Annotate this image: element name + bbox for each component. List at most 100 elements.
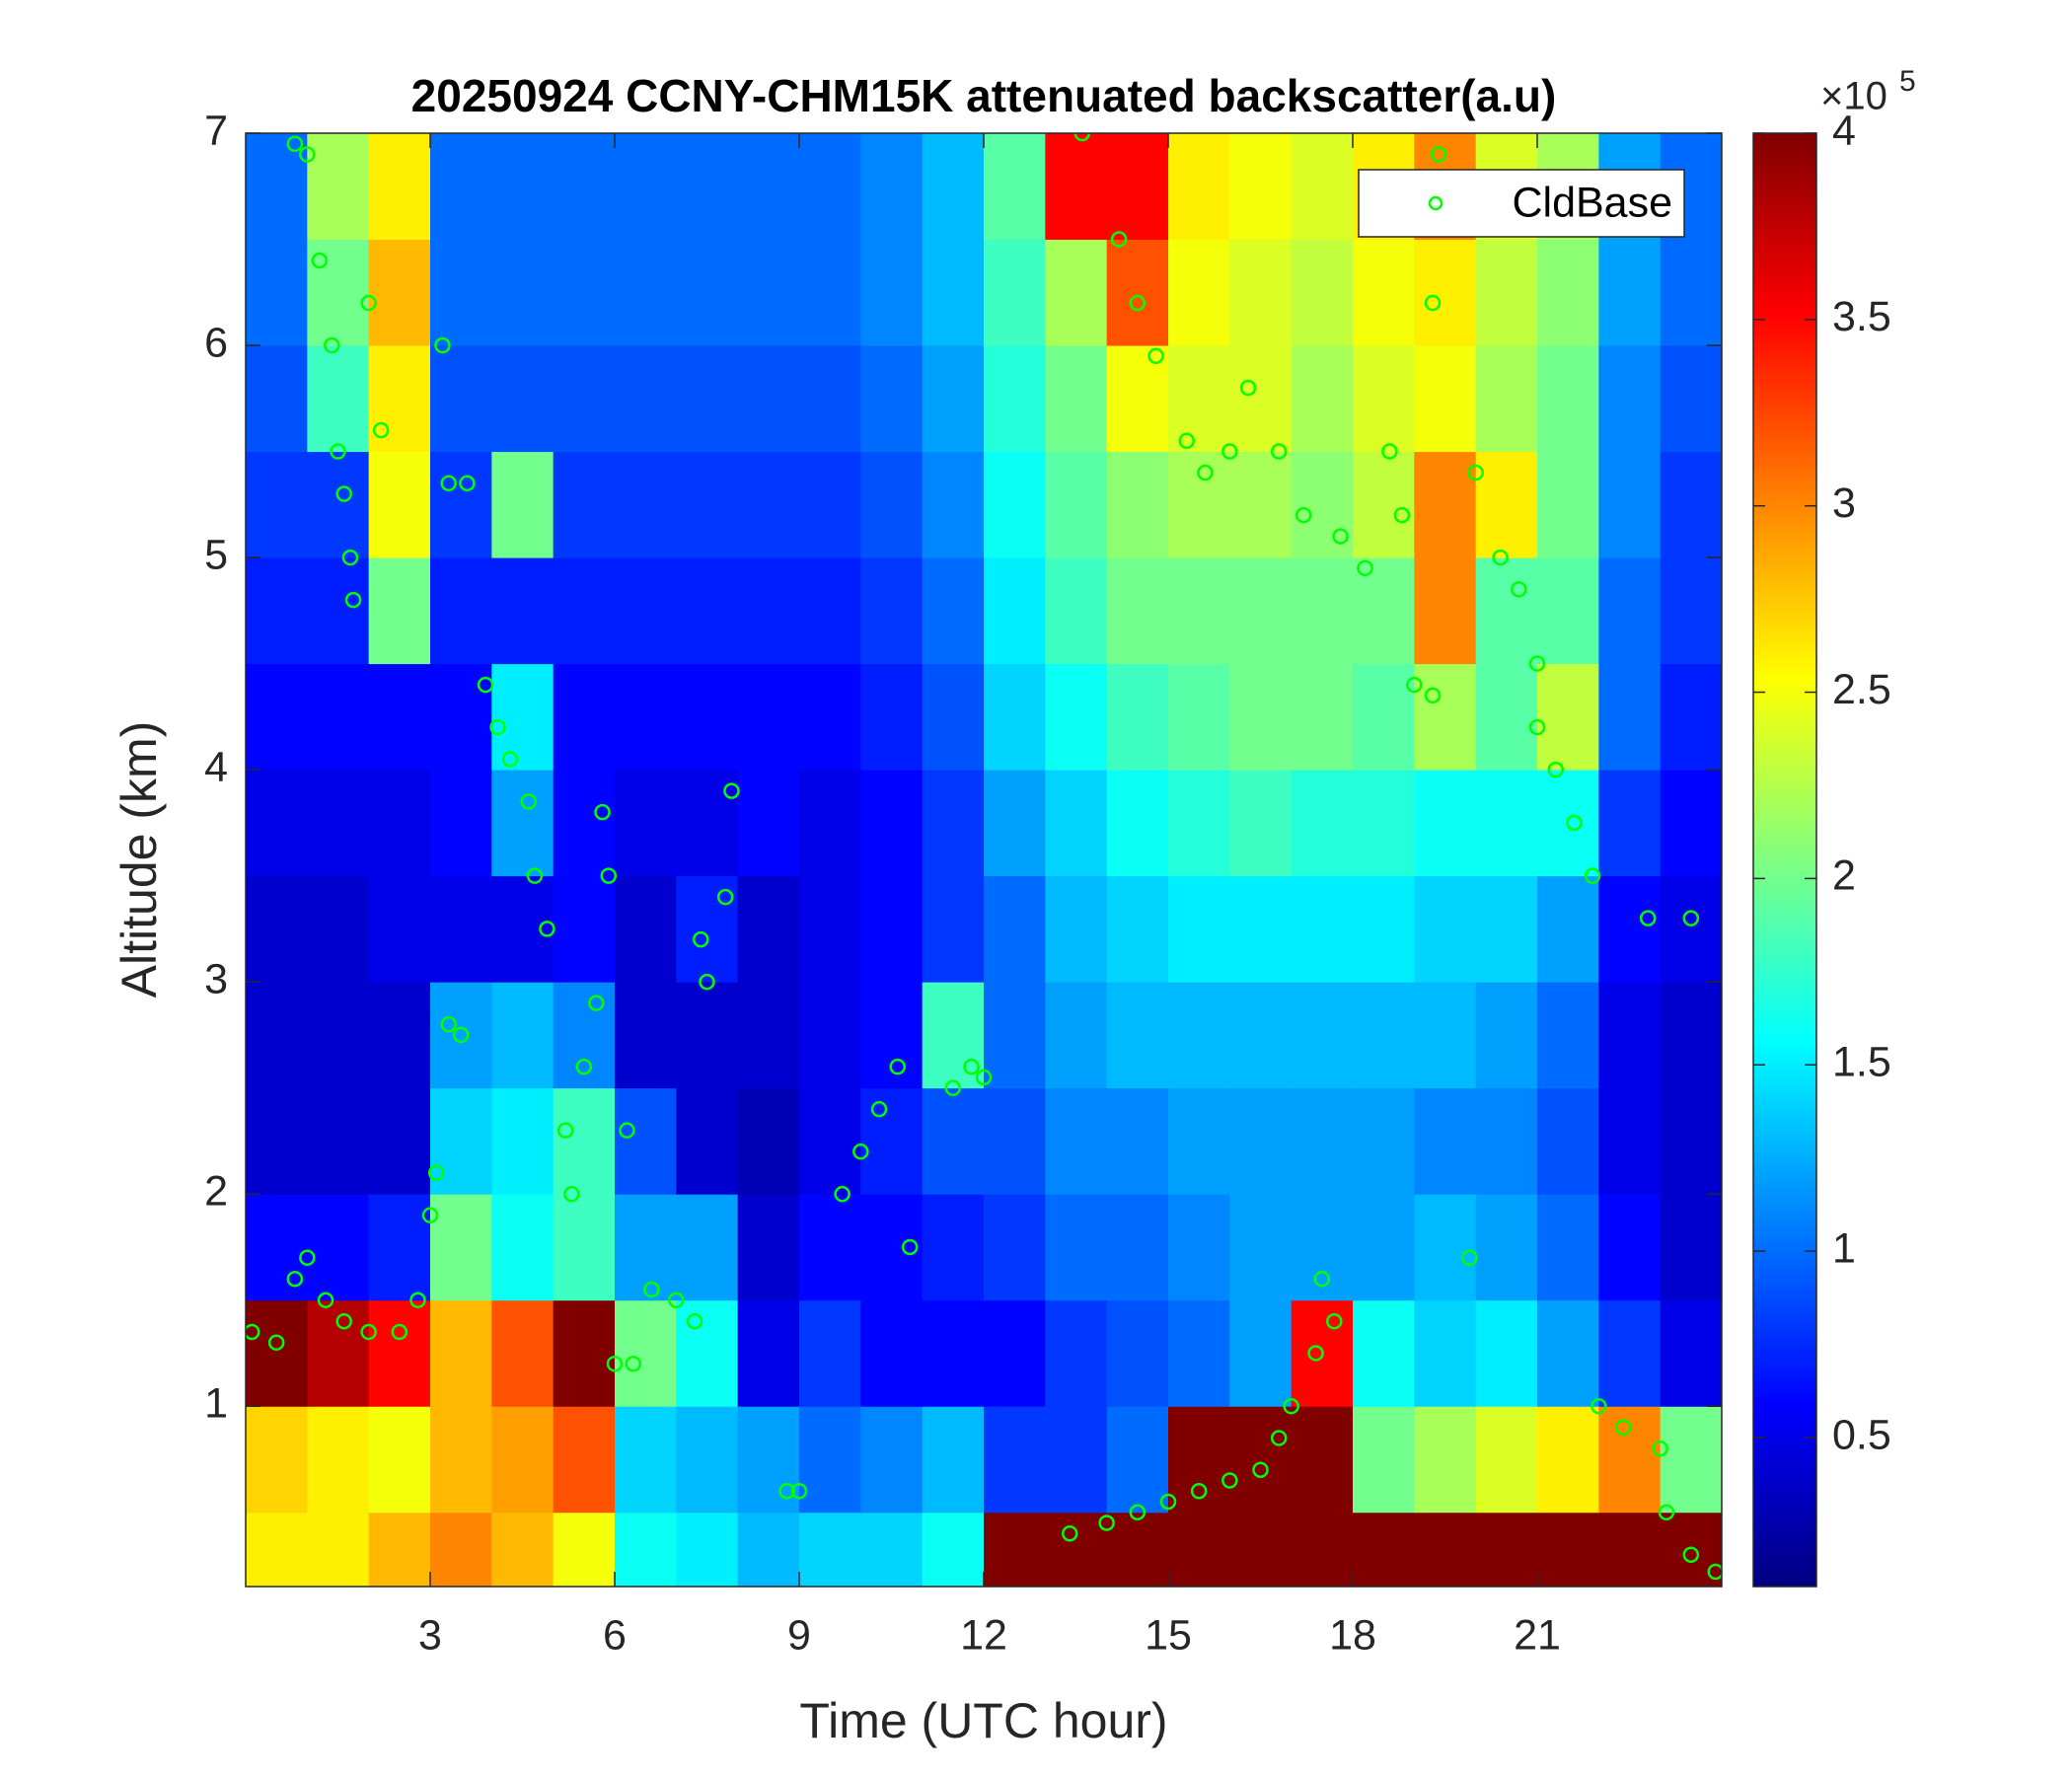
x-tick-label: 18 bbox=[1329, 1611, 1376, 1659]
cloud-base-points bbox=[246, 133, 1722, 1581]
heat-cell bbox=[676, 1406, 739, 1514]
cloud-base-point bbox=[852, 1143, 869, 1160]
cloud-base-point bbox=[1159, 1493, 1177, 1511]
cloud-base-point bbox=[477, 676, 494, 694]
cloud-base-point bbox=[693, 930, 709, 948]
heat-cell bbox=[676, 133, 739, 241]
heat-cell bbox=[922, 1406, 985, 1514]
heat-cell bbox=[553, 451, 616, 558]
heat-cell bbox=[676, 557, 739, 665]
heat-cell bbox=[368, 239, 431, 346]
heat-cell bbox=[1106, 451, 1169, 558]
heat-cell bbox=[1045, 663, 1108, 771]
colorbar-multiplier: ×10 bbox=[1820, 75, 1887, 118]
cloud-base-point bbox=[421, 1207, 439, 1223]
heat-cell bbox=[553, 557, 616, 665]
heat-cell bbox=[799, 345, 861, 453]
cloud-base-point bbox=[686, 1312, 703, 1330]
heat-cell bbox=[737, 770, 800, 877]
cloud-base-point bbox=[440, 475, 457, 492]
cloud-base-point bbox=[643, 1281, 660, 1298]
heat-cell bbox=[615, 557, 677, 665]
heat-cell bbox=[1475, 1087, 1538, 1195]
heat-cell bbox=[1106, 239, 1169, 346]
heat-cell bbox=[1045, 1299, 1108, 1407]
cloud-base-point bbox=[1461, 1249, 1478, 1266]
heat-cell bbox=[1475, 451, 1538, 558]
heat-cell bbox=[1414, 451, 1477, 558]
heat-cell bbox=[1229, 557, 1293, 665]
cloud-base-point bbox=[409, 1292, 426, 1308]
heat-cell bbox=[430, 982, 492, 1089]
heat-cell bbox=[860, 239, 924, 346]
cloud-base-point bbox=[434, 336, 451, 354]
cloud-base-point bbox=[341, 549, 359, 566]
heat-cell bbox=[307, 451, 370, 558]
heat-cell bbox=[1353, 982, 1415, 1089]
cloud-base-point bbox=[556, 1122, 574, 1139]
heat-cell bbox=[984, 239, 1046, 346]
heat-cell bbox=[1414, 239, 1477, 346]
y-tick-label: 7 bbox=[204, 107, 228, 154]
cloud-base-point bbox=[1110, 231, 1128, 248]
heat-cell bbox=[491, 982, 555, 1089]
heat-cell bbox=[1660, 1194, 1722, 1301]
cloud-base-point bbox=[606, 1355, 624, 1372]
heat-cell bbox=[1475, 770, 1538, 877]
cloud-base-point bbox=[344, 591, 362, 609]
heat-cell bbox=[984, 770, 1046, 877]
heat-cell bbox=[922, 239, 985, 346]
heat-cell bbox=[491, 1406, 555, 1514]
cloud-base-point bbox=[619, 1122, 635, 1139]
heat-cell bbox=[799, 557, 861, 665]
heat-cell bbox=[430, 1194, 492, 1301]
cloud-base-point bbox=[1190, 1482, 1208, 1500]
heat-cell bbox=[1598, 770, 1662, 877]
y-tick-label: 3 bbox=[204, 956, 228, 1003]
cloud-base-point bbox=[1682, 1546, 1700, 1563]
heat-cell bbox=[1291, 451, 1354, 558]
heat-cell bbox=[1537, 1194, 1599, 1301]
heat-cell bbox=[984, 875, 1046, 983]
heat-cell bbox=[491, 663, 555, 771]
heat-cell bbox=[1106, 1194, 1169, 1301]
heat-cell bbox=[1291, 982, 1354, 1089]
heat-cell bbox=[368, 875, 431, 983]
heat-cell bbox=[1660, 1406, 1722, 1514]
heat-cell bbox=[860, 345, 924, 453]
heat-cell bbox=[246, 557, 308, 665]
cloud-base-point bbox=[335, 485, 352, 502]
heat-cell bbox=[615, 451, 677, 558]
cloud-base-point bbox=[716, 888, 734, 906]
cloud-base-point bbox=[1283, 1397, 1299, 1415]
heat-cell bbox=[246, 451, 308, 558]
y-tick-label: 6 bbox=[204, 319, 228, 366]
y-tick-label: 2 bbox=[204, 1168, 228, 1216]
heat-cell bbox=[1168, 239, 1230, 346]
heat-cell bbox=[1537, 1512, 1599, 1587]
y-tick-label: 5 bbox=[204, 531, 228, 578]
heat-cell bbox=[246, 1194, 308, 1301]
heat-cell bbox=[430, 1299, 492, 1407]
heat-cell bbox=[737, 875, 800, 983]
heat-cell bbox=[1598, 239, 1662, 346]
heat-cell bbox=[922, 451, 985, 558]
heat-cell bbox=[1168, 1087, 1230, 1195]
heat-cell bbox=[984, 1406, 1046, 1514]
cloud-base-point bbox=[1197, 464, 1214, 481]
heat-cell bbox=[922, 770, 985, 877]
heat-cell bbox=[615, 1299, 677, 1407]
cloud-base-point bbox=[1221, 1472, 1238, 1489]
heat-cell bbox=[307, 770, 370, 877]
heat-cell bbox=[737, 1194, 800, 1301]
heat-cell bbox=[922, 663, 985, 771]
heat-cell bbox=[984, 1512, 1046, 1587]
heat-cell bbox=[1045, 133, 1108, 241]
heat-cell bbox=[799, 451, 861, 558]
heat-cell bbox=[1291, 663, 1354, 771]
x-tick-label: 12 bbox=[960, 1611, 1007, 1659]
heat-cell bbox=[1168, 770, 1230, 877]
heat-cell bbox=[1229, 133, 1293, 241]
heat-cell bbox=[1598, 982, 1662, 1089]
